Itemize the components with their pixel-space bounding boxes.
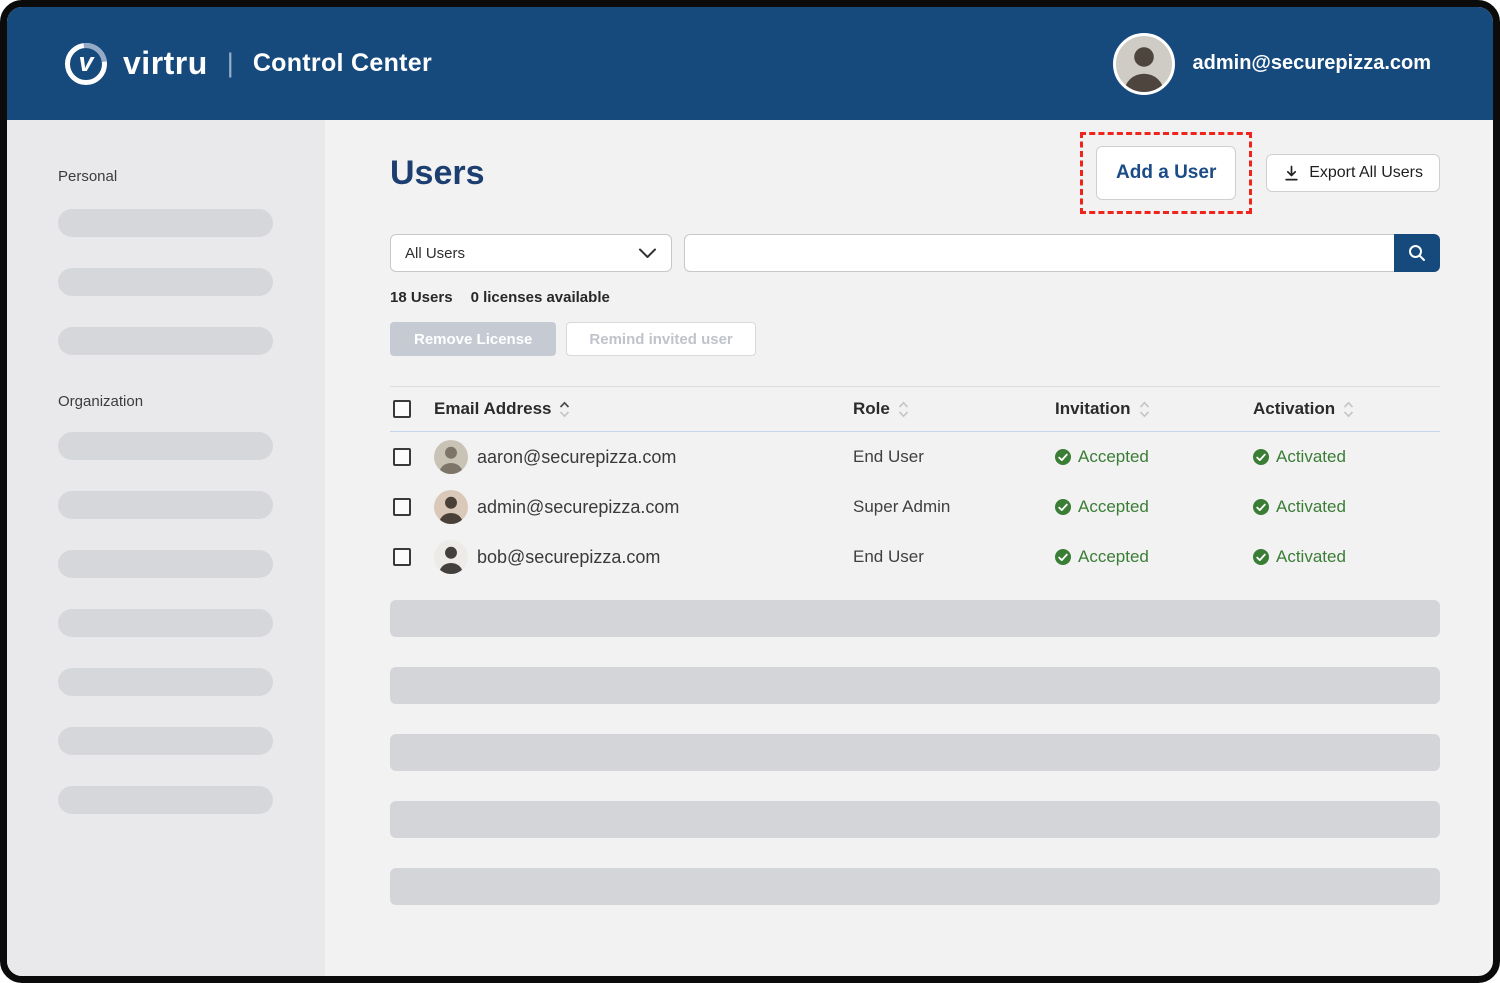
user-role: End User <box>853 447 1055 467</box>
sidebar-skeleton-item <box>58 550 273 578</box>
column-header-activation[interactable]: Activation <box>1253 399 1440 419</box>
sidebar-skeleton-item <box>58 609 273 637</box>
annotation-highlight-box: Add a User <box>1080 132 1252 214</box>
column-header-role[interactable]: Role <box>853 399 1055 419</box>
check-circle-icon <box>1055 449 1071 465</box>
person-icon <box>434 440 468 474</box>
row-skeleton <box>390 667 1440 704</box>
user-avatar <box>434 490 468 524</box>
person-icon <box>434 540 468 574</box>
logo-v-glyph: v <box>78 49 93 76</box>
sort-icon <box>1343 400 1354 419</box>
user-role: End User <box>853 547 1055 567</box>
account-email: admin@securepizza.com <box>1193 52 1431 75</box>
invitation-status: Accepted <box>1055 497 1253 517</box>
search-bar <box>684 234 1440 272</box>
user-email: aaron@securepizza.com <box>477 447 676 468</box>
export-label: Export All Users <box>1309 164 1423 182</box>
table-row: bob@securepizza.com End User Accepted <box>390 532 1440 582</box>
activation-status: Activated <box>1253 447 1440 467</box>
top-bar: v virtru | Control Center admin@securepi… <box>7 7 1493 120</box>
row-checkbox[interactable] <box>393 548 411 566</box>
counts-row: 18 Users 0 licenses available <box>390 289 1440 306</box>
table-row: admin@securepizza.com Super Admin Accept… <box>390 482 1440 532</box>
sort-icon <box>559 400 570 419</box>
search-icon <box>1406 242 1428 264</box>
select-all-checkbox[interactable] <box>393 400 411 418</box>
sidebar: Personal Organization <box>7 120 325 976</box>
window-frame: v virtru | Control Center admin@securepi… <box>0 0 1500 983</box>
license-count: 0 licenses available <box>471 289 610 306</box>
export-all-users-button[interactable]: Export All Users <box>1266 154 1440 192</box>
loading-rows <box>390 600 1440 905</box>
selected-filter-value: All Users <box>405 245 465 262</box>
virtru-logo-icon: v <box>65 43 107 85</box>
sidebar-section-personal: Personal <box>58 168 325 185</box>
brand-name: virtru <box>123 45 208 82</box>
remind-invited-user-button[interactable]: Remind invited user <box>566 322 755 356</box>
person-icon <box>1116 36 1172 92</box>
sort-icon <box>1139 400 1150 419</box>
invitation-status: Accepted <box>1055 447 1253 467</box>
row-skeleton <box>390 801 1440 838</box>
column-header-invitation[interactable]: Invitation <box>1055 399 1253 419</box>
activation-status: Activated <box>1253 497 1440 517</box>
sidebar-skeleton-item <box>58 668 273 696</box>
product-name: Control Center <box>253 49 432 78</box>
user-avatar[interactable] <box>1113 33 1175 95</box>
row-skeleton <box>390 600 1440 637</box>
person-icon <box>434 490 468 524</box>
download-icon <box>1283 165 1300 182</box>
main-content: Users Add a User Export All Users <box>325 120 1493 976</box>
sidebar-section-organization: Organization <box>58 393 325 410</box>
user-avatar <box>434 540 468 574</box>
sidebar-skeleton-item <box>58 491 273 519</box>
row-skeleton <box>390 868 1440 905</box>
title-actions: Add a User Export All Users <box>1080 132 1440 214</box>
account-menu[interactable]: admin@securepizza.com <box>1113 33 1431 95</box>
check-circle-icon <box>1253 549 1269 565</box>
search-input[interactable] <box>684 234 1394 272</box>
user-role: Super Admin <box>853 497 1055 517</box>
user-count: 18 Users <box>390 289 453 306</box>
sidebar-skeleton-item <box>58 209 273 237</box>
table-row: aaron@securepizza.com End User Accepted <box>390 432 1440 482</box>
sidebar-skeleton-item <box>58 327 273 355</box>
column-header-email[interactable]: Email Address <box>434 399 853 419</box>
add-user-button[interactable]: Add a User <box>1096 146 1236 200</box>
bulk-actions: Remove License Remind invited user <box>390 322 1440 356</box>
sidebar-skeleton-item <box>58 727 273 755</box>
row-skeleton <box>390 734 1440 771</box>
remove-license-button[interactable]: Remove License <box>390 322 556 356</box>
brand: v virtru | Control Center <box>65 43 432 85</box>
table-header-row: Email Address Role <box>390 386 1440 432</box>
activation-status: Activated <box>1253 547 1440 567</box>
invitation-status: Accepted <box>1055 547 1253 567</box>
user-email: bob@securepizza.com <box>477 547 660 568</box>
check-circle-icon <box>1055 499 1071 515</box>
users-table: Email Address Role <box>390 386 1440 905</box>
check-circle-icon <box>1253 449 1269 465</box>
check-circle-icon <box>1055 549 1071 565</box>
sidebar-skeleton-item <box>58 432 273 460</box>
user-avatar <box>434 440 468 474</box>
user-email: admin@securepizza.com <box>477 497 679 518</box>
sort-icon <box>898 400 909 419</box>
search-button[interactable] <box>1394 234 1440 272</box>
controls-row: All Users <box>390 234 1440 272</box>
sidebar-skeleton-item <box>58 786 273 814</box>
chevron-down-icon <box>638 248 657 259</box>
page-title: Users <box>390 154 485 193</box>
user-filter-select[interactable]: All Users <box>390 234 672 272</box>
row-checkbox[interactable] <box>393 498 411 516</box>
check-circle-icon <box>1253 499 1269 515</box>
row-checkbox[interactable] <box>393 448 411 466</box>
sidebar-skeleton-item <box>58 268 273 296</box>
brand-divider: | <box>227 48 234 79</box>
title-row: Users Add a User Export All Users <box>390 132 1440 214</box>
